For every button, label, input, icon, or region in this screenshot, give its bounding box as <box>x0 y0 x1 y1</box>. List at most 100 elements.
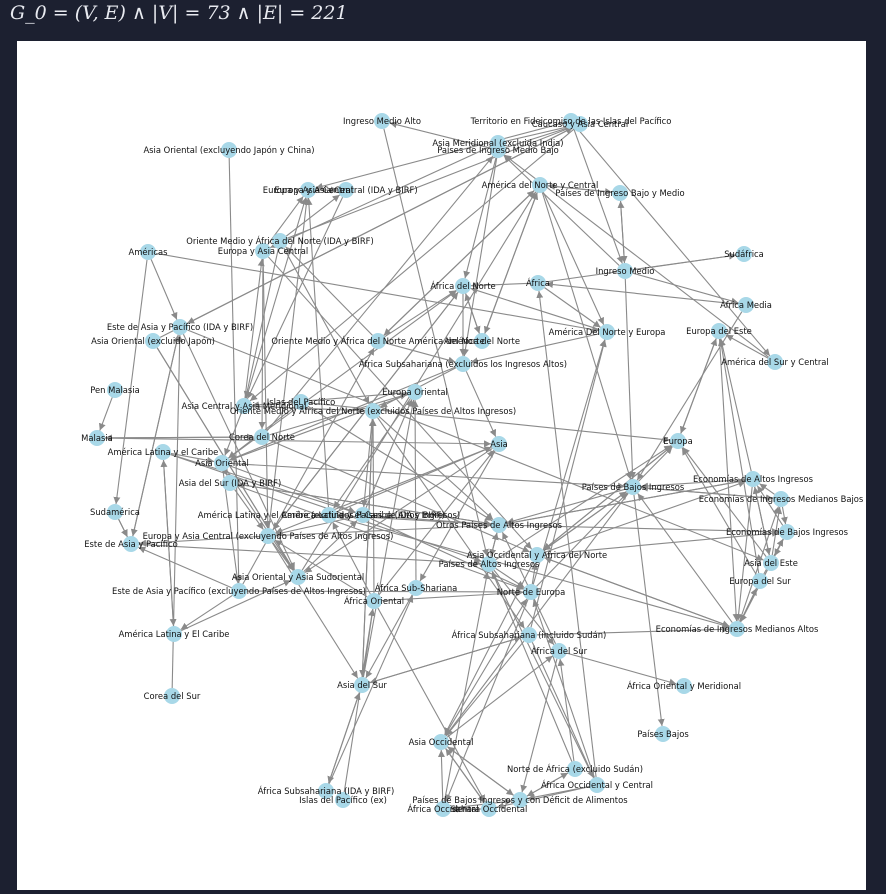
edge-oriente_medio_africa_norte_ida_birf-to-asia_central <box>243 248 279 399</box>
edge-layer <box>98 121 788 813</box>
edge-norte_europa-to-asia_occidental_africa_norte <box>531 562 539 585</box>
node-sudamerica[interactable] <box>107 504 123 520</box>
node-label-america_norte: América del Norte <box>444 336 520 346</box>
node-sahara_occidental[interactable] <box>481 801 497 817</box>
edge-asia-to-africa_sub_shariana <box>419 450 496 582</box>
node-europa_asia_central_ida_birf[interactable] <box>338 182 354 198</box>
node-paises_bajos_deficit[interactable] <box>512 792 528 808</box>
node-americas[interactable] <box>140 244 156 260</box>
edge-economias_altos-to-europa_este <box>718 338 752 472</box>
node-label-ingreso_medio_alto: Ingreso Medio Alto <box>343 116 421 126</box>
node-europa_asia_central_top[interactable] <box>300 182 316 198</box>
node-oriente_medio_africa_norte_america_norte[interactable] <box>370 333 386 349</box>
node-oriente_medio_excl_altos[interactable] <box>365 403 381 419</box>
node-label-america_latina_caribe: América Latina y el Caribe <box>108 447 219 457</box>
node-america_norte_europa[interactable] <box>599 324 615 340</box>
node-norte_europa[interactable] <box>523 584 539 600</box>
edge-paises_bajos_ingresos-to-otros_altos <box>506 488 626 525</box>
edge-territorio_fideicomiso-to-europa_asia_central_top <box>315 122 564 190</box>
node-america_latina_excl_altos[interactable] <box>321 507 337 523</box>
node-africa_sub_shariana[interactable] <box>408 580 424 596</box>
node-africa_sur[interactable] <box>551 643 567 659</box>
node-otros_altos[interactable] <box>491 517 507 533</box>
node-pen_malasia[interactable] <box>107 382 123 398</box>
edge-este_asia_pacifico_excl_altos-to-este_asia_pacifico <box>138 546 232 589</box>
node-america_norte_central[interactable] <box>532 177 548 193</box>
node-asia_del_este[interactable] <box>763 555 779 571</box>
edge-paises_bajos_ingresos-to-europa <box>638 446 673 482</box>
node-economias_altos[interactable] <box>745 471 761 487</box>
edge-asia_occidental-to-norte_europa <box>444 598 528 736</box>
node-norte_africa_excl_sudan[interactable] <box>567 761 583 777</box>
node-america_latina_el_caribe[interactable] <box>166 626 182 642</box>
node-europa_asia_central[interactable] <box>255 243 271 259</box>
node-europa_oriental[interactable] <box>407 384 423 400</box>
edge-europa_sur-to-europa_este <box>717 338 760 574</box>
node-america_latina_ida_birf[interactable] <box>355 507 371 523</box>
label-layer: Ingreso Medio Alto Territorio en Fideicom… <box>81 116 863 814</box>
edge-norte_africa_excl_sudan-to-paises_altos_ingresos <box>491 571 573 762</box>
node-label-africa_media: África Media <box>720 299 772 310</box>
node-este_asia_pacifico_ida_birf[interactable] <box>172 319 188 335</box>
edge-europa_asia_central_ida_birf-to-asia_central <box>246 196 344 400</box>
node-caucaso_asia_central[interactable] <box>572 116 588 132</box>
node-europa_este[interactable] <box>711 323 727 339</box>
edge-corea_norte-to-asia_occidental_africa_norte <box>269 439 530 553</box>
node-ingreso_medio_alto[interactable] <box>374 113 390 129</box>
edge-america_norte_central-to-america_norte_europa <box>542 192 605 325</box>
node-africa_oriental_meridional[interactable] <box>676 678 692 694</box>
node-oriente_medio_africa_norte_ida_birf[interactable] <box>272 233 288 249</box>
node-ingreso_medio[interactable] <box>617 263 633 279</box>
node-malasia[interactable] <box>89 430 105 446</box>
node-asia_oriental_excl_japon_china[interactable] <box>221 142 237 158</box>
node-africa_occidental_central[interactable] <box>589 777 605 793</box>
node-asia_sur[interactable] <box>354 677 370 693</box>
node-economias_medianos_altos[interactable] <box>729 621 745 637</box>
node-europa[interactable] <box>670 433 686 449</box>
node-islas_pacifico[interactable] <box>293 394 309 410</box>
node-africa_oriental[interactable] <box>366 593 382 609</box>
node-paises_bajos[interactable] <box>655 726 671 742</box>
node-asia[interactable] <box>491 436 507 452</box>
edge-africa_subsahariana_ida_birf-to-africa_sub_shariana <box>328 595 414 784</box>
edge-pen_malasia-to-malasia <box>98 397 113 431</box>
node-este_asia_pacifico_excl_altos[interactable] <box>231 583 247 599</box>
node-paises_bajos_ingresos[interactable] <box>625 479 641 495</box>
node-asia_oriental[interactable] <box>214 455 230 471</box>
node-america_sur_central[interactable] <box>767 354 783 370</box>
node-asia_sur_ida_birf[interactable] <box>222 475 238 491</box>
node-africa_occidental_1[interactable] <box>435 801 451 817</box>
node-africa_subsahariana_ida_birf[interactable] <box>318 783 334 799</box>
node-economias_medianos_bajos[interactable] <box>773 491 789 507</box>
node-europa_asia_central_excl_altos[interactable] <box>260 528 276 544</box>
node-africa_norte[interactable] <box>455 278 471 294</box>
node-economias_bajos[interactable] <box>779 524 795 540</box>
node-label-europa_oriental: Europa Oriental <box>382 387 448 397</box>
node-este_asia_pacifico[interactable] <box>123 536 139 552</box>
node-label-sudafrica: Sudáfrica <box>724 249 764 259</box>
node-america_norte[interactable] <box>474 333 490 349</box>
node-asia_central[interactable] <box>236 398 252 414</box>
edge-este_asia_pacifico_excl_altos-to-norte_europa <box>246 588 524 596</box>
node-asia_oriental_sudoriental[interactable] <box>290 569 306 585</box>
node-corea_norte[interactable] <box>254 429 270 445</box>
node-sudafrica[interactable] <box>736 246 752 262</box>
edge-europa_asia_central_excl_altos-to-europa_asia_central_top <box>268 197 310 529</box>
node-africa_media[interactable] <box>738 297 754 313</box>
node-africa[interactable] <box>530 275 546 291</box>
node-asia_occidental_africa_norte[interactable] <box>529 547 545 563</box>
node-islas_pacifico_ex[interactable] <box>335 792 351 808</box>
node-label-otros_altos: Otros Países de Altos Ingresos <box>436 520 562 530</box>
node-paises_ingreso_bajo_medio[interactable] <box>612 185 628 201</box>
node-america_latina_caribe[interactable] <box>155 444 171 460</box>
edge-oriente_medio_excl_altos-to-america_latina_ida_birf <box>360 418 373 508</box>
node-africa_subsahariana_excl_altos[interactable] <box>455 356 471 372</box>
node-label-islas_pacifico: Islas del Pacífico <box>267 397 336 407</box>
node-africa_subsahariana_incl_sudan[interactable] <box>521 627 537 643</box>
node-corea_sur[interactable] <box>164 688 180 704</box>
node-asia_occidental[interactable] <box>433 734 449 750</box>
node-paises_ingreso_medio_bajo[interactable] <box>490 142 506 158</box>
node-paises_altos_ingresos[interactable] <box>481 556 497 572</box>
node-europa_sur[interactable] <box>752 573 768 589</box>
node-asia_oriental_excl_japon[interactable] <box>145 333 161 349</box>
